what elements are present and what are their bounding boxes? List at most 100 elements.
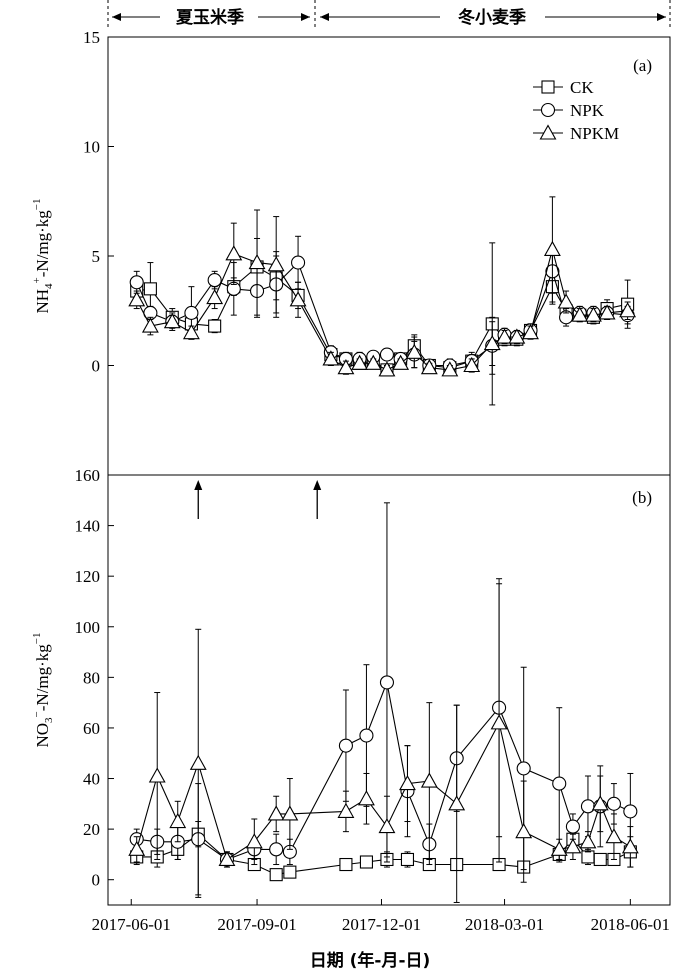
- x-tick-label: 2017-12-01: [342, 915, 421, 934]
- panel-a-series-npkm-point: [248, 253, 266, 270]
- panel-a-series-npk-point: [291, 255, 306, 270]
- legend-label-npk: NPK: [570, 101, 605, 120]
- panel-a-series-npkm-point: [420, 359, 438, 375]
- legend-label-npkm: NPKM: [570, 124, 619, 143]
- panel-b-ytick-label: 120: [75, 567, 101, 586]
- panel-b-ytick-label: 20: [83, 820, 100, 839]
- panel-b-series-ck-point: [593, 852, 607, 867]
- panel-a-series-npk-point: [184, 305, 199, 320]
- panel-b-series-npkm-point: [245, 833, 263, 849]
- panel-a-series-npkm-point: [128, 291, 146, 307]
- panel-a-series-npk: [129, 235, 635, 375]
- panel-b-ytick-label: 100: [75, 618, 101, 637]
- panel-b-series-npkm-point: [621, 838, 639, 854]
- panel-b-series-ck-point: [581, 850, 595, 864]
- panel-a-series-npkm-point: [351, 354, 369, 370]
- winter-wheat-arrow: [320, 13, 666, 21]
- panel-b-series-ck-point: [400, 852, 415, 867]
- panel-b-series-npk-point: [516, 761, 531, 776]
- panel-b-series-npk-point: [623, 804, 638, 819]
- panel-b-series-ck-point: [339, 857, 353, 872]
- panel-b-series-npkm-point: [337, 802, 355, 818]
- panel-a-series-npkm-point: [225, 245, 243, 261]
- panel-a-series-npkm-point: [337, 359, 355, 375]
- panel-b-series-npkm-point: [189, 754, 207, 770]
- panel-b-series-npk-point: [269, 842, 284, 857]
- panel-b-series-npk-point: [565, 819, 580, 834]
- panel-b-ytick-label: 160: [75, 466, 101, 485]
- summer-maize-arrowhead-right: [301, 13, 310, 21]
- panel-b-ytick-label: 140: [75, 517, 101, 536]
- panel-a-series-ck-point: [143, 282, 157, 296]
- panel-b-series-npkm-point: [550, 840, 568, 856]
- x-tick-label: 2017-09-01: [217, 915, 296, 934]
- panel-b-series-npkm-point: [218, 850, 236, 867]
- legend-marker-npk: [540, 102, 556, 118]
- panel-a-series-npkm-point: [364, 354, 382, 370]
- x-axis-label: 日期 (年-月-日): [310, 950, 431, 971]
- panel-b-ytick-label: 40: [83, 770, 100, 789]
- summer-maize-arrowhead-left: [112, 13, 121, 21]
- panel-a-series-npkm-point: [182, 324, 200, 340]
- panel-b-ytick-label: 0: [92, 871, 101, 890]
- panel-a-ytick-label: 15: [83, 28, 100, 47]
- legend-label-ck: CK: [570, 78, 594, 97]
- panel-a-series-npkm-point: [378, 361, 396, 377]
- panel-b-series-npkm-point: [378, 817, 396, 834]
- panel-b-ytick-label: 80: [83, 668, 100, 687]
- panel-a-series-ck: [130, 237, 635, 406]
- panel-a-series-npkm-point: [267, 256, 285, 272]
- legend-marker-ck: [541, 80, 555, 94]
- panel-a-series-npkm-point: [289, 291, 307, 307]
- panel-a-plot: 0 5 10 15: [83, 28, 637, 406]
- panel-b-series-npkm-line: [136, 721, 631, 861]
- panel-a-series-npk-point: [379, 347, 394, 362]
- panel-a-series-npkm-point: [405, 343, 423, 359]
- x-tick-label: 2018-03-01: [465, 915, 544, 934]
- panel-b-series-npk-point: [552, 776, 567, 791]
- summer-maize-arrow: [112, 13, 310, 21]
- panel-a-series-npkm-point: [619, 302, 637, 318]
- panel-a-series-npkm-point: [571, 306, 589, 322]
- panel-b-series-npkm-point: [420, 772, 438, 788]
- panel-a-series-npkm-point: [543, 240, 561, 256]
- panel-a-series-ck-point: [208, 319, 222, 333]
- panel-b-frame: [107, 474, 671, 906]
- panel-b-series-npkm-point: [490, 714, 508, 730]
- panel-a-ytick-label: 5: [92, 247, 101, 266]
- panel-a-series-npkm-point: [463, 356, 481, 373]
- panel-a-series-npkm-point: [584, 306, 602, 322]
- panel-a-series-npkm-point: [483, 334, 501, 351]
- panel-b-series-npkm: [128, 583, 639, 903]
- panel-a-series-npk-point: [129, 275, 144, 290]
- panel-b-series-npk-point: [379, 675, 394, 690]
- panel-b-series-npkm-point: [148, 767, 166, 783]
- panel-b-series-npkm-point: [515, 823, 533, 839]
- panel-b-series-npk-point: [359, 728, 374, 743]
- panel-a-series-npk-point: [207, 273, 222, 288]
- fertilization-arrowhead: [194, 480, 203, 490]
- season-label-summer-maize: 夏玉米季: [176, 7, 244, 28]
- panel-b-series-npkm-point: [358, 790, 375, 806]
- panel-b-series-npkm-point: [605, 828, 623, 844]
- panel-b-series-npkm-point: [579, 833, 597, 849]
- x-tick-label: 2018-06-01: [591, 915, 670, 934]
- panel-b-ylabel: NO3−-N/mg·kg−1: [31, 632, 55, 747]
- panel-a-series-npkm-point: [598, 304, 616, 320]
- panel-b-ytick-label: 60: [83, 719, 100, 738]
- panel-b-series-npkm-point: [591, 795, 609, 811]
- panel-a-ytick-label: 0: [92, 357, 101, 376]
- panel-a-series-npkm-point: [392, 354, 410, 370]
- panel-a-series-npkm-point: [557, 293, 575, 309]
- panel-a-series-npkm-point: [522, 324, 539, 340]
- x-tick-label: 2017-06-01: [92, 915, 171, 934]
- panel-b-series-ck-point: [359, 855, 373, 869]
- panel-b-series-ck-point: [283, 865, 297, 879]
- panel-a-ytick-label: 10: [83, 138, 100, 157]
- winter-wheat-arrowhead-right: [657, 13, 666, 21]
- panel-b-series-npk-point: [338, 738, 353, 753]
- panel-a-series-npkm-point: [496, 328, 513, 344]
- season-header: 夏玉米季 冬小麦季: [107, 0, 671, 30]
- panel-b-series-npkm-point: [128, 840, 146, 856]
